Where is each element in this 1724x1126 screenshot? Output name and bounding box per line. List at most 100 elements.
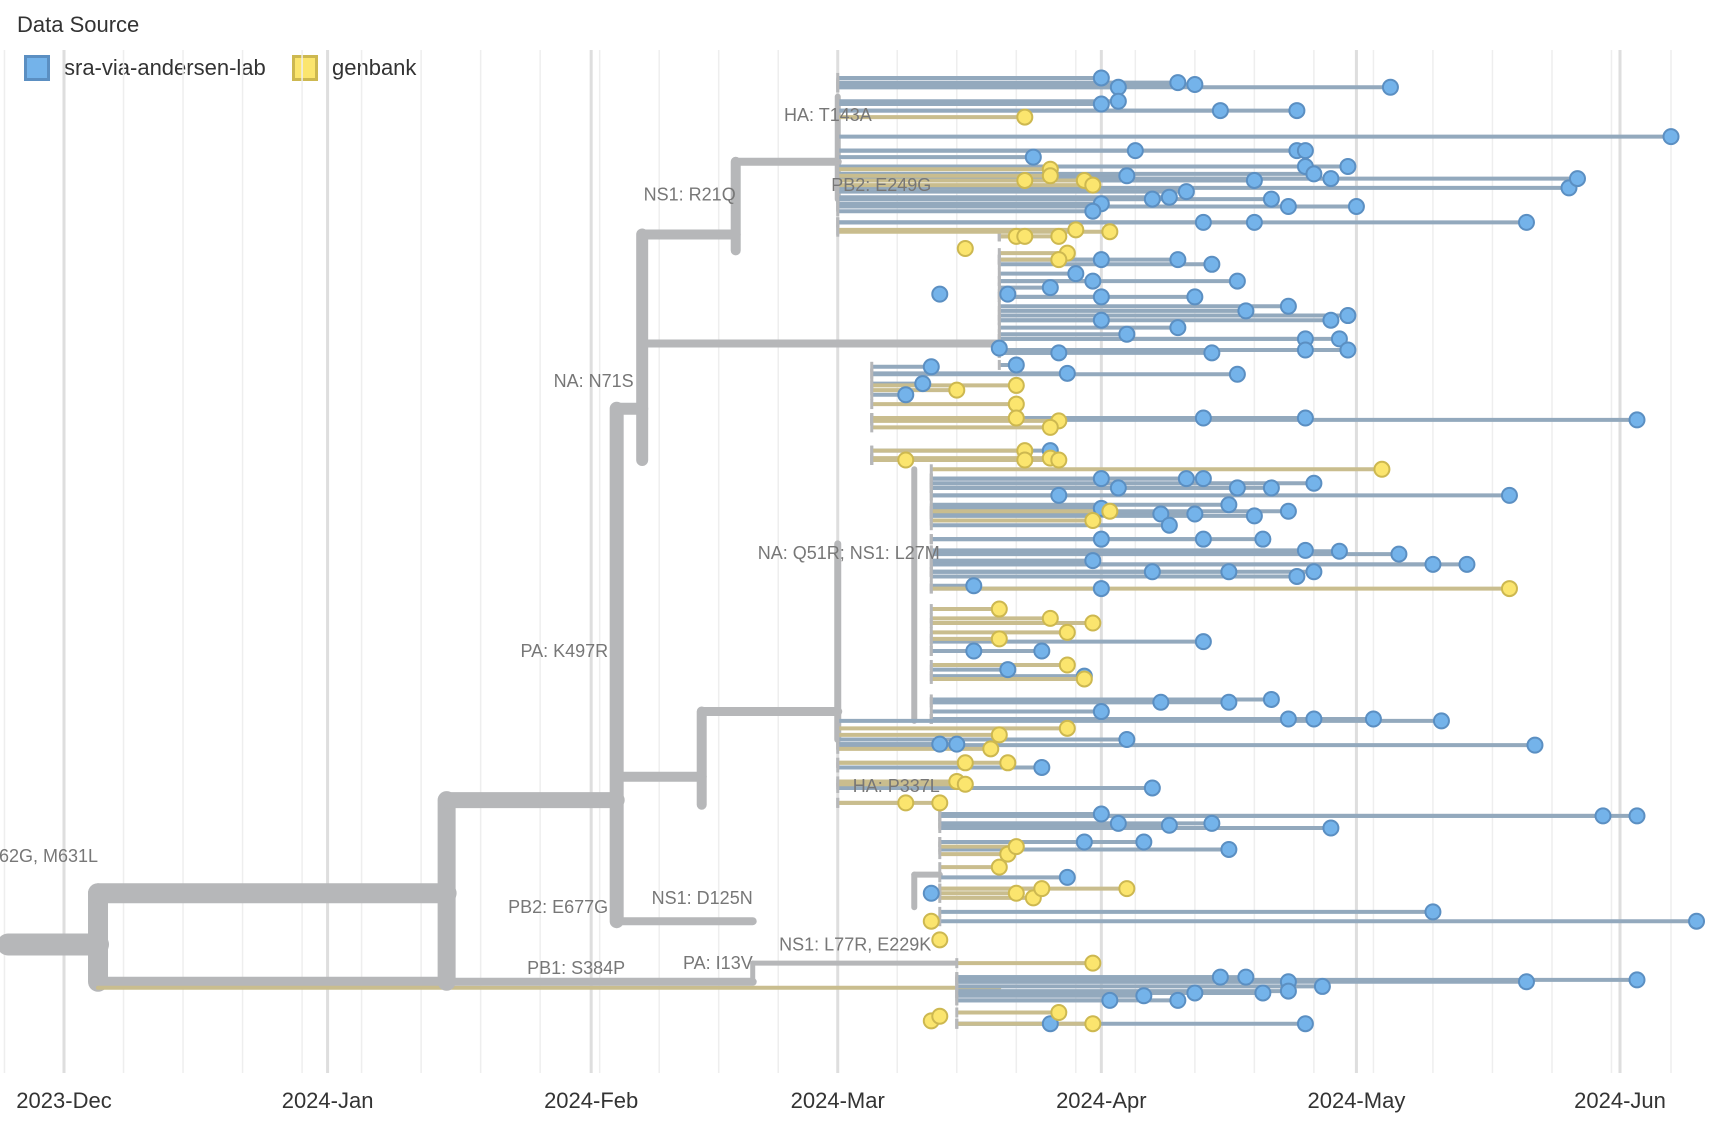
tip-genbank: [1067, 221, 1085, 239]
tip-sra: [1517, 973, 1535, 991]
tip-sra: [1288, 102, 1306, 120]
tip-genbank: [1118, 880, 1136, 898]
tip-genbank: [1016, 227, 1034, 245]
tip-sra: [1279, 982, 1297, 1000]
branch-mutation-label: NA: N71S: [554, 371, 634, 391]
tip-sra: [1322, 819, 1340, 837]
tip-sra: [1109, 814, 1127, 832]
tip-sra: [1092, 703, 1110, 721]
tip-sra: [1169, 991, 1187, 1009]
tip-sra: [1288, 567, 1306, 585]
branch-mutation-label: PA: I13V: [683, 953, 753, 973]
tip-sra: [1330, 542, 1348, 560]
tip-sra: [1050, 486, 1068, 504]
tip-sra: [948, 735, 966, 753]
tip-sra: [1279, 502, 1297, 520]
tip-genbank: [1084, 176, 1102, 194]
tree-branches: [0, 72, 1697, 1029]
tip-genbank: [1016, 451, 1034, 469]
legend-title: Data Source: [17, 12, 140, 37]
tip-genbank: [1007, 376, 1025, 394]
tip-sra: [1092, 95, 1110, 113]
branch-mutation-label: NA: Q51R; NS1: L27M: [758, 543, 940, 563]
tip-genbank: [1075, 670, 1093, 688]
tip-sra: [1092, 288, 1110, 306]
tip-sra: [1628, 411, 1646, 429]
x-tick-label: 2024-Mar: [791, 1088, 885, 1113]
branch-mutation-label: HA: P337L: [853, 776, 940, 796]
x-tick-label: 2024-May: [1307, 1088, 1405, 1113]
tip-genbank: [1041, 167, 1059, 185]
tip-genbank: [1050, 251, 1068, 269]
tip-sra: [1160, 816, 1178, 834]
tip-sra: [1033, 642, 1051, 660]
tip-sra: [1092, 251, 1110, 269]
branch-mutation-label: NS1: R21Q: [644, 184, 736, 204]
x-tick-label: 2024-Apr: [1056, 1088, 1147, 1113]
tip-sra: [1135, 987, 1153, 1005]
tip-genbank: [990, 726, 1008, 744]
legend-swatch-genbank: [292, 55, 318, 81]
tip-genbank: [1033, 880, 1051, 898]
tip-sra: [1262, 690, 1280, 708]
tip-sra: [1203, 344, 1221, 362]
tip-sra: [1424, 555, 1442, 573]
tip-genbank: [1050, 227, 1068, 245]
tip-sra: [1109, 92, 1127, 110]
tip-sra: [1339, 341, 1357, 359]
tip-sra: [1339, 307, 1357, 325]
tip-genbank: [982, 740, 1000, 758]
tip-genbank: [1500, 580, 1518, 598]
tip-sra: [1143, 190, 1161, 208]
legend-item-sra[interactable]: sra-via-andersen-lab: [24, 55, 266, 81]
tip-sra: [1220, 840, 1238, 858]
tip-genbank: [931, 1007, 949, 1025]
tip-sra: [1220, 563, 1238, 581]
tip-genbank: [1007, 884, 1025, 902]
tip-sra: [1194, 409, 1212, 427]
tip-genbank: [1058, 656, 1076, 674]
tip-sra: [1254, 984, 1272, 1002]
tip-sra: [1688, 912, 1706, 930]
x-tick-label: 2024-Jan: [282, 1088, 374, 1113]
tip-sra: [1084, 272, 1102, 290]
tip-genbank: [1016, 108, 1034, 126]
tip-genbank: [956, 239, 974, 257]
tip-sra: [1305, 474, 1323, 492]
tip-sra: [1109, 78, 1127, 96]
x-tick-label: 2023-Dec: [16, 1088, 111, 1113]
tip-genbank: [931, 794, 949, 812]
tip-sra: [1186, 984, 1204, 1002]
tip-sra: [1084, 552, 1102, 570]
tip-sra: [1177, 183, 1195, 201]
tip-genbank: [1007, 838, 1025, 856]
tip-sra: [931, 285, 949, 303]
tip-sra: [1058, 868, 1076, 886]
tip-sra: [1220, 496, 1238, 514]
tip-genbank: [1084, 954, 1102, 972]
tip-sra: [1194, 213, 1212, 231]
tip-genbank: [990, 600, 1008, 618]
tip-sra: [1092, 69, 1110, 87]
branch-mutation-label: PA: L219I; PB2: E362G, M631L: [0, 846, 98, 866]
legend-item-genbank[interactable]: genbank: [292, 55, 416, 81]
branch-mutation-label: PB2: E677G: [508, 897, 608, 917]
tip-sra: [1347, 198, 1365, 216]
tip-sra: [1092, 470, 1110, 488]
tip-sra: [1594, 807, 1612, 825]
tip-sra: [1381, 78, 1399, 96]
tip-sra: [1126, 142, 1144, 160]
legend-label-sra: sra-via-andersen-lab: [64, 55, 266, 80]
tip-sra: [1084, 202, 1102, 220]
tip-genbank: [1058, 719, 1076, 737]
tip-sra: [1109, 479, 1127, 497]
tip-sra: [1220, 693, 1238, 711]
tip-sra: [1152, 505, 1170, 523]
tip-genbank: [1084, 1015, 1102, 1033]
x-axis: 2023-Dec 2024-Jan 2024-Feb 2024-Mar 2024-Apr…: [16, 1088, 1666, 1113]
tip-sra: [1237, 968, 1255, 986]
tip-sra: [1305, 710, 1323, 728]
tip-sra: [1033, 758, 1051, 776]
tip-sra: [990, 339, 1008, 357]
